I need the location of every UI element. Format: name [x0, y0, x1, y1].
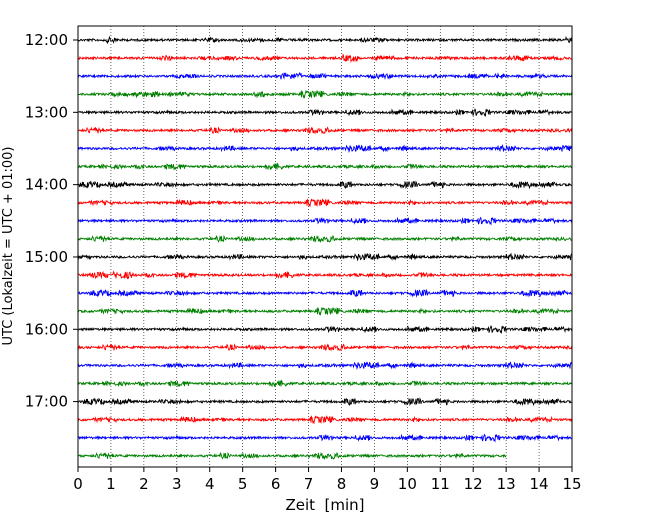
trace-row-1430: [77, 216, 573, 226]
x-tick-label-14: 14: [530, 475, 549, 493]
x-tick-label-1: 1: [106, 475, 116, 493]
x-tick-label-3: 3: [172, 475, 182, 493]
y-axis-ticks: 12:00 13:00 14:00 15:00 16:00 17:00: [25, 31, 78, 411]
x-tick-label-12: 12: [464, 475, 483, 493]
trace-row-1515: [77, 270, 572, 280]
trace-row-1200: [77, 35, 573, 45]
x-tick-label-9: 9: [370, 475, 380, 493]
seismic-traces: [77, 35, 573, 460]
x-tick-label-0: 0: [73, 475, 83, 493]
x-tick-label-15: 15: [562, 475, 581, 493]
y-tick-label-1: 13:00: [25, 103, 68, 121]
x-axis-ticks: 0 1 2 3 4 5 6 7 8 9 10 11 12 13 14 15: [73, 467, 582, 493]
trace-row-1600: [77, 325, 573, 335]
trace-row-1530: [77, 288, 573, 298]
y-tick-label-5: 17:00: [25, 393, 68, 411]
x-tick-label-5: 5: [238, 475, 248, 493]
trace-row-1615: [77, 343, 573, 352]
y-axis-label: UTC (Lokalzeit = UTC + 01:00): [1, 147, 16, 346]
x-tick-label-10: 10: [398, 475, 417, 493]
trace-row-1300: [77, 108, 573, 118]
y-tick-label-4: 16:00: [25, 320, 68, 338]
y-tick-label-2: 14:00: [25, 176, 68, 194]
trace-row-1330: [77, 144, 573, 154]
trace-row-1400: [77, 180, 573, 190]
trace-row-1745: [77, 451, 507, 460]
trace-row-1415: [77, 198, 573, 208]
y-tick-label-3: 15:00: [25, 248, 68, 266]
x-tick-label-11: 11: [431, 475, 450, 493]
trace-row-1215: [77, 53, 573, 64]
trace-row-1545: [77, 306, 573, 317]
x-tick-label-7: 7: [304, 475, 314, 493]
x-tick-label-2: 2: [139, 475, 149, 493]
trace-row-1315: [77, 126, 573, 135]
trace-row-1645: [77, 379, 573, 388]
x-axis-label: Zeit [min]: [285, 496, 364, 514]
x-tick-label-8: 8: [337, 475, 347, 493]
trace-row-1730: [77, 433, 573, 443]
plot-frame: [77, 25, 573, 468]
trace-row-1230: [77, 71, 573, 81]
x-tick-label-13: 13: [497, 475, 516, 493]
trace-row-1445: [77, 234, 573, 244]
trace-row-1630: [77, 361, 573, 371]
trace-row-1700: [77, 397, 573, 407]
x-tick-label-6: 6: [271, 475, 281, 493]
trace-row-1715: [77, 415, 573, 425]
trace-row-1245: [77, 89, 573, 100]
x-tick-label-4: 4: [205, 475, 215, 493]
y-tick-label-0: 12:00: [25, 31, 68, 49]
trace-row-1345: [77, 162, 573, 171]
trace-row-1500: [77, 252, 573, 262]
